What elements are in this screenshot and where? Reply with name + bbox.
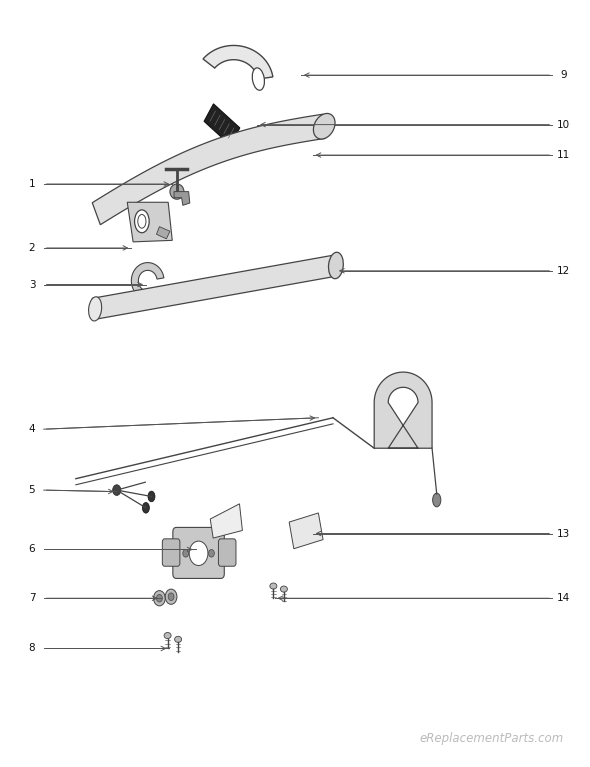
Ellipse shape (135, 210, 149, 232)
Text: 3: 3 (29, 279, 35, 289)
Circle shape (189, 542, 208, 565)
Polygon shape (174, 192, 190, 206)
Ellipse shape (142, 502, 149, 513)
Text: 10: 10 (558, 120, 571, 130)
FancyBboxPatch shape (173, 528, 224, 578)
Text: 8: 8 (29, 644, 35, 653)
Ellipse shape (432, 493, 441, 507)
Ellipse shape (270, 583, 277, 589)
Polygon shape (92, 255, 337, 319)
Text: 13: 13 (557, 528, 571, 538)
Ellipse shape (280, 586, 287, 592)
Ellipse shape (164, 633, 171, 639)
Text: 12: 12 (557, 266, 571, 276)
Polygon shape (289, 513, 323, 548)
Text: 2: 2 (29, 243, 35, 253)
Ellipse shape (148, 491, 155, 502)
Text: eReplacementParts.com: eReplacementParts.com (419, 732, 564, 746)
Text: 14: 14 (557, 593, 571, 603)
Ellipse shape (253, 67, 264, 91)
Polygon shape (204, 104, 240, 146)
Polygon shape (210, 504, 242, 538)
Circle shape (168, 593, 174, 601)
Text: 6: 6 (29, 545, 35, 555)
Ellipse shape (170, 184, 184, 199)
Polygon shape (132, 262, 164, 299)
Ellipse shape (88, 297, 101, 321)
Text: 11: 11 (557, 150, 571, 160)
Circle shape (208, 549, 214, 557)
Text: 4: 4 (29, 424, 35, 434)
Polygon shape (156, 226, 170, 239)
Circle shape (156, 594, 162, 602)
Polygon shape (374, 372, 432, 448)
Circle shape (113, 485, 121, 495)
FancyBboxPatch shape (162, 539, 180, 566)
Ellipse shape (329, 252, 343, 278)
Text: 5: 5 (29, 485, 35, 495)
Polygon shape (92, 114, 325, 225)
Circle shape (165, 589, 177, 604)
Polygon shape (127, 202, 172, 242)
Text: 9: 9 (560, 70, 567, 80)
Circle shape (183, 549, 189, 557)
FancyBboxPatch shape (218, 539, 236, 566)
Polygon shape (203, 45, 273, 79)
Text: 7: 7 (29, 593, 35, 603)
Ellipse shape (313, 114, 335, 139)
Circle shape (153, 591, 165, 606)
Ellipse shape (138, 215, 146, 228)
Text: 1: 1 (29, 179, 35, 189)
Ellipse shape (175, 637, 182, 643)
